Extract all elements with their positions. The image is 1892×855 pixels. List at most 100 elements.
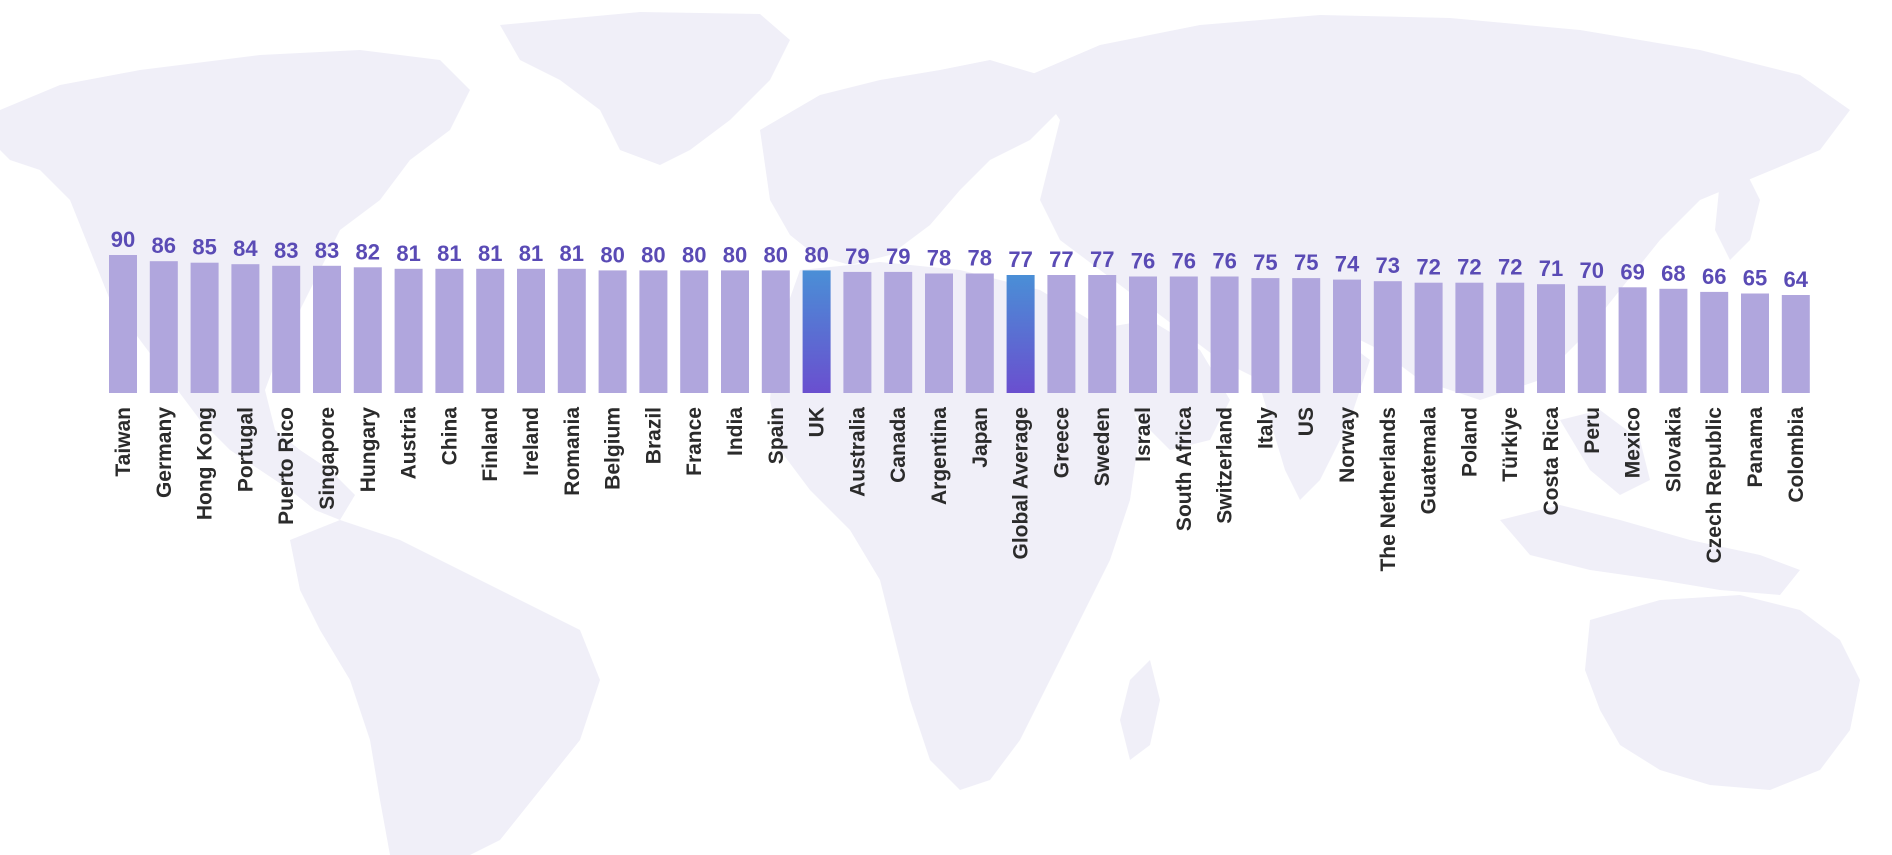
category-label-japan: Japan xyxy=(969,407,992,468)
bar-sweden xyxy=(1088,275,1117,393)
value-label-hungary: 82 xyxy=(356,239,380,264)
category-label-argentina: Argentina xyxy=(928,407,951,505)
bar-switzerland xyxy=(1210,276,1239,393)
bar-spain xyxy=(761,270,790,393)
category-label-peru: Peru xyxy=(1581,407,1604,454)
bar-hong-kong xyxy=(190,262,219,393)
value-label-south-africa: 76 xyxy=(1172,249,1196,274)
category-label-poland: Poland xyxy=(1458,407,1481,477)
bar-peru xyxy=(1577,285,1606,393)
value-label-t-rkiye: 72 xyxy=(1498,255,1522,280)
value-label-mexico: 69 xyxy=(1620,259,1644,284)
category-label-italy: Italy xyxy=(1254,407,1277,449)
category-label-greece: Greece xyxy=(1050,407,1073,478)
bar-germany xyxy=(149,261,178,393)
value-label-uk: 80 xyxy=(804,242,828,267)
bar-south-africa xyxy=(1169,276,1198,393)
value-label-brazil: 80 xyxy=(641,242,665,267)
value-label-argentina: 78 xyxy=(927,246,951,271)
category-label-portugal: Portugal xyxy=(234,407,257,492)
value-label-panama: 65 xyxy=(1743,266,1767,291)
value-label-guatemala: 72 xyxy=(1416,255,1440,280)
category-label-india: India xyxy=(724,407,747,456)
category-label-t-rkiye: Türkiye xyxy=(1499,407,1522,482)
bar-portugal xyxy=(231,264,260,393)
category-labels-group: Taiwan Germany Hong Kong Portugal Puerto Ric… xyxy=(112,407,1808,572)
bar-china xyxy=(435,268,464,393)
value-label-spain: 80 xyxy=(764,242,788,267)
value-label-finland: 81 xyxy=(478,241,502,266)
value-label-norway: 74 xyxy=(1335,252,1360,277)
bar-slovakia xyxy=(1659,288,1688,393)
category-label-global-average: Global Average xyxy=(1010,407,1033,560)
category-label-slovakia: Slovakia xyxy=(1662,407,1685,493)
category-label-singapore: Singapore xyxy=(316,407,339,510)
category-label-brazil: Brazil xyxy=(642,407,665,464)
value-label-greece: 77 xyxy=(1049,247,1073,272)
bar-austria xyxy=(394,268,423,393)
bar-canada xyxy=(884,271,913,393)
category-label-taiwan: Taiwan xyxy=(112,407,135,477)
category-label-belgium: Belgium xyxy=(602,407,625,490)
bar-global-average xyxy=(1006,275,1035,393)
value-label-czech-republic: 66 xyxy=(1702,264,1726,289)
value-label-global-average: 77 xyxy=(1008,247,1032,272)
bar-romania xyxy=(557,268,586,393)
value-label-taiwan: 90 xyxy=(111,227,135,252)
category-label-ireland: Ireland xyxy=(520,407,543,476)
category-label-france: France xyxy=(683,407,706,476)
category-label-panama: Panama xyxy=(1744,407,1767,488)
category-label-israel: Israel xyxy=(1132,407,1155,462)
category-label-norway: Norway xyxy=(1336,407,1359,483)
bars-group xyxy=(109,255,1810,393)
bar-finland xyxy=(476,268,505,393)
category-label-costa-rica: Costa Rica xyxy=(1540,407,1563,516)
bar-singapore xyxy=(313,265,341,393)
category-label-uk: UK xyxy=(806,407,829,437)
bar-puerto-rico xyxy=(272,265,301,393)
bar-israel xyxy=(1129,276,1157,393)
bar-czech-republic xyxy=(1700,291,1729,393)
value-label-romania: 81 xyxy=(560,241,584,266)
value-label-singapore: 83 xyxy=(315,238,339,263)
category-label-us: US xyxy=(1295,407,1318,436)
value-label-france: 80 xyxy=(682,242,706,267)
bar-india xyxy=(721,270,749,393)
category-label-hong-kong: Hong Kong xyxy=(194,407,217,520)
bar-poland xyxy=(1455,282,1484,393)
category-label-sweden: Sweden xyxy=(1091,407,1114,486)
value-label-india: 80 xyxy=(723,242,747,267)
value-label-canada: 79 xyxy=(886,244,910,269)
value-label-poland: 72 xyxy=(1457,255,1481,280)
value-label-colombia: 64 xyxy=(1784,267,1809,292)
bar-argentina xyxy=(925,273,953,393)
category-label-germany: Germany xyxy=(153,407,176,498)
bar-belgium xyxy=(598,270,627,393)
bar-costa-rica xyxy=(1537,284,1565,393)
value-label-the-netherlands: 73 xyxy=(1376,253,1400,278)
value-label-israel: 76 xyxy=(1131,249,1155,274)
bar-t-rkiye xyxy=(1496,282,1525,393)
category-label-czech-republic: Czech Republic xyxy=(1703,407,1726,564)
bar-greece xyxy=(1047,275,1076,393)
category-label-romania: Romania xyxy=(561,407,584,496)
bar-panama xyxy=(1741,293,1769,393)
value-label-peru: 70 xyxy=(1580,258,1604,283)
category-label-colombia: Colombia xyxy=(1785,407,1808,503)
category-label-guatemala: Guatemala xyxy=(1418,407,1441,515)
bar-ireland xyxy=(517,268,545,393)
value-labels-group: 90 86 85 84 83 83 82 81 81 81 81 81 80 80 80 80 80 80 79 79… xyxy=(111,227,1809,292)
value-label-australia: 79 xyxy=(845,244,869,269)
value-label-us: 75 xyxy=(1294,250,1318,275)
category-label-south-africa: South Africa xyxy=(1173,407,1196,531)
value-label-portugal: 84 xyxy=(233,236,258,261)
value-label-sweden: 77 xyxy=(1090,247,1114,272)
value-label-japan: 78 xyxy=(968,246,992,271)
bar-guatemala xyxy=(1414,282,1443,393)
category-label-finland: Finland xyxy=(479,407,502,482)
value-label-china: 81 xyxy=(437,241,461,266)
category-label-hungary: Hungary xyxy=(357,407,380,493)
category-label-china: China xyxy=(438,407,461,466)
